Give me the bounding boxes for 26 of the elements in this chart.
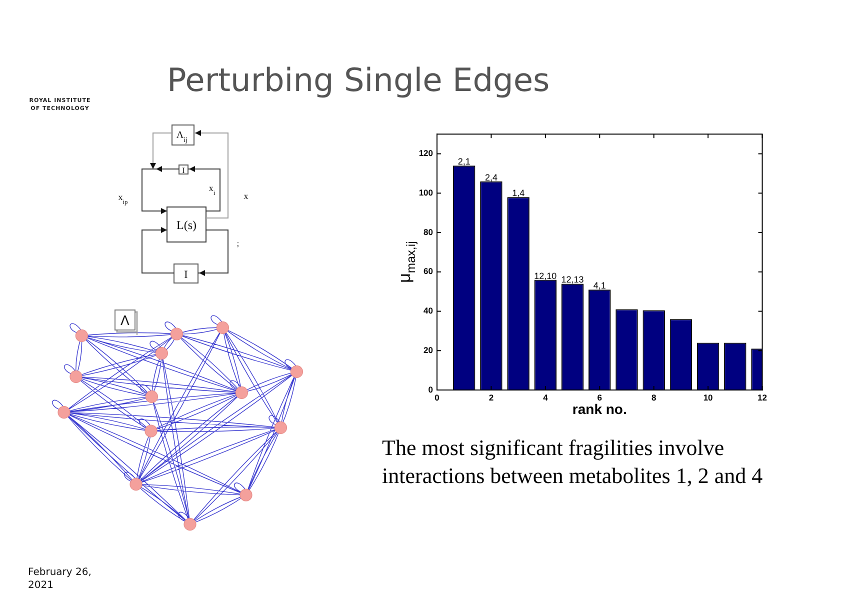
x-tick-label: 8 bbox=[651, 392, 656, 402]
x-tick-label: 4 bbox=[543, 392, 548, 402]
x-tick-label: 12 bbox=[758, 392, 768, 402]
annotation: 12,13 bbox=[561, 274, 584, 285]
chart-title: Perturbing Single Edges bbox=[167, 61, 550, 99]
y-tick-label: 80 bbox=[424, 226, 434, 237]
y-tick-label: 100 bbox=[418, 188, 434, 198]
annotation: 4,1 bbox=[593, 280, 606, 291]
annotation: 2,1 bbox=[458, 156, 470, 167]
y-tick-label: 20 bbox=[424, 344, 434, 355]
y-tick-label: 120 bbox=[418, 148, 434, 158]
x-tick-label: 10 bbox=[703, 392, 714, 402]
annotation: 12,10 bbox=[534, 270, 557, 281]
x-tick-label: 6 bbox=[597, 392, 602, 402]
block-diagram: Λ$_{ij}$ I x$_{ip}$ x$_{i}$ x L(s) I ; bbox=[110, 115, 260, 287]
x-tick-label: 0 bbox=[434, 392, 440, 402]
y-tick-label: 40 bbox=[424, 306, 434, 316]
y-axis-title: μmax,ij bbox=[395, 241, 418, 283]
y-tick-label: 0 bbox=[428, 384, 434, 394]
y-tick-label: 60 bbox=[424, 266, 434, 276]
x-axis-title: rank no. bbox=[572, 401, 627, 417]
annotation: 2,4 bbox=[484, 172, 498, 182]
x-tick-label: 2 bbox=[488, 392, 494, 402]
text: February 26, 2021 bbox=[28, 566, 92, 592]
text: The most significant fragilities involve interactions between metabolites 1, 2 and 4 bbox=[382, 434, 764, 490]
annotation: 1,4 bbox=[512, 188, 525, 198]
